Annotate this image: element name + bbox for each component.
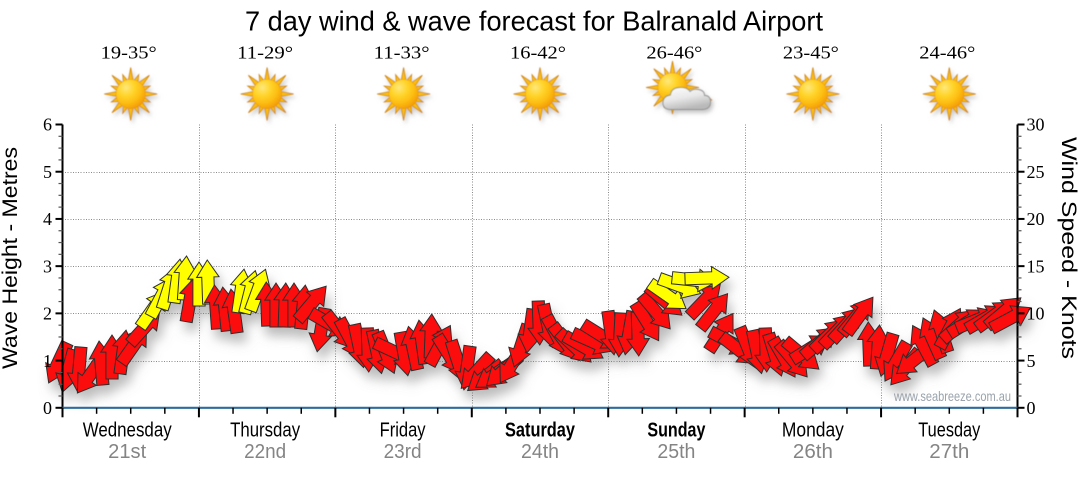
svg-text:Friday: Friday [380,420,426,442]
svg-text:7 day wind & wave forecast for: 7 day wind & wave forecast for Balranald… [245,6,823,37]
svg-text:3: 3 [43,256,52,276]
svg-text:www.seabreeze.com.au: www.seabreeze.com.au [893,388,1011,404]
svg-text:27th: 27th [929,441,969,463]
svg-text:1: 1 [43,351,52,371]
svg-text:11-33°: 11-33° [374,43,430,63]
svg-text:25th: 25th [657,441,695,463]
svg-text:6: 6 [43,115,52,135]
svg-text:Thursday: Thursday [230,420,300,442]
svg-text:30: 30 [1027,115,1045,135]
svg-text:23-45°: 23-45° [783,43,839,63]
svg-text:0: 0 [43,398,52,418]
svg-text:Wednesday: Wednesday [83,420,172,442]
svg-text:Wave Height - Metres: Wave Height - Metres [0,147,22,369]
svg-text:4: 4 [43,209,52,229]
svg-text:23rd: 23rd [384,441,422,463]
svg-text:5: 5 [1027,351,1036,371]
svg-text:Monday: Monday [782,420,844,442]
svg-text:21st: 21st [108,441,146,463]
svg-text:2: 2 [43,304,52,324]
svg-text:16-42°: 16-42° [510,43,566,63]
svg-text:0: 0 [1027,398,1036,418]
svg-text:24-46°: 24-46° [919,43,975,63]
svg-text:11-29°: 11-29° [237,43,293,63]
svg-text:Wind Speed - Knots: Wind Speed - Knots [1057,137,1080,359]
svg-text:24th: 24th [521,441,559,463]
svg-text:25: 25 [1027,162,1045,182]
svg-text:Saturday: Saturday [505,420,576,442]
svg-text:26-46°: 26-46° [646,43,702,63]
svg-text:Sunday: Sunday [647,420,706,442]
svg-text:20: 20 [1027,209,1045,229]
svg-text:15: 15 [1027,256,1045,276]
svg-text:10: 10 [1027,304,1045,324]
svg-text:5: 5 [43,162,52,182]
svg-text:22nd: 22nd [244,441,286,463]
svg-text:Tuesday: Tuesday [918,420,980,442]
svg-text:19-35°: 19-35° [101,43,157,63]
svg-text:26th: 26th [793,441,833,463]
